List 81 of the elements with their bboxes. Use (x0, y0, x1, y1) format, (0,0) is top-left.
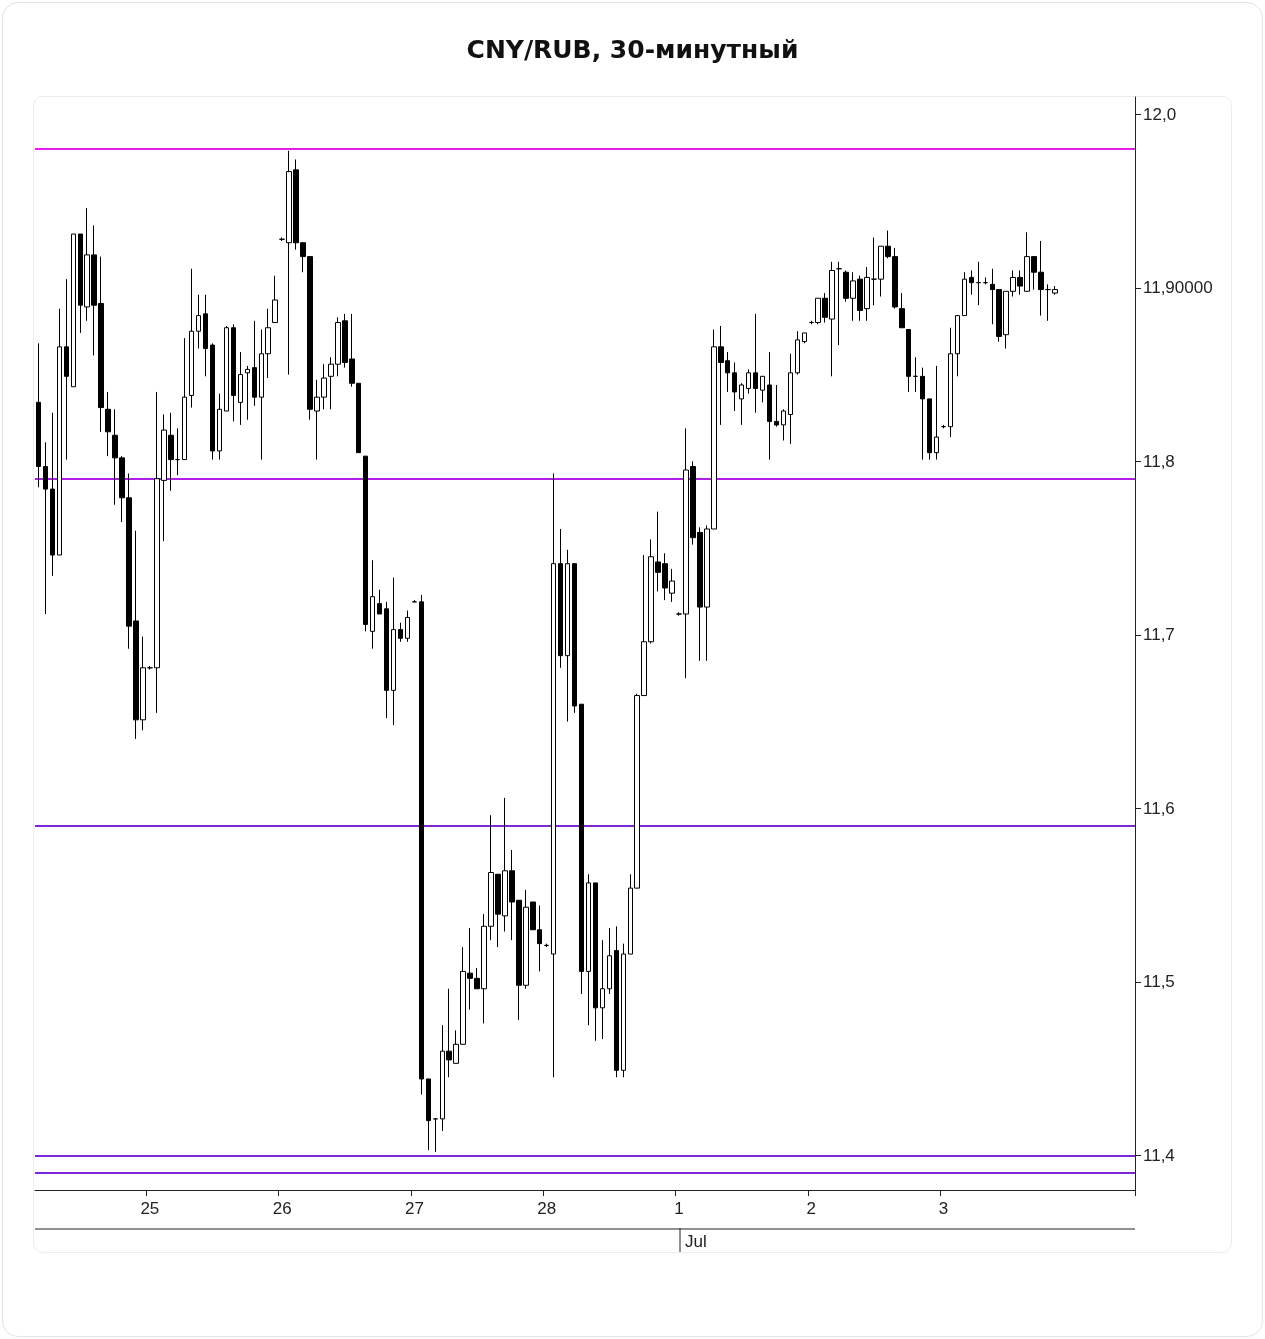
y-tick-label: 11,90000 (1143, 278, 1213, 298)
candlestick (245, 365, 250, 421)
candlestick (370, 559, 375, 650)
candlestick (203, 294, 208, 377)
x-tick-label: 1 (674, 1199, 684, 1218)
candlestick (252, 320, 257, 407)
candlestick (551, 472, 556, 1078)
candlestick (802, 332, 807, 344)
candlestick (600, 939, 605, 1040)
candlestick (760, 375, 765, 403)
candlestick (788, 353, 793, 445)
y-tick-label: 11,5 (1143, 972, 1175, 992)
candlestick (105, 391, 111, 457)
candlestick (934, 365, 939, 461)
x-tick-label: 25 (140, 1199, 160, 1218)
y-tick-label: 12,0 (1143, 104, 1177, 124)
candlestick (377, 589, 382, 615)
candlestick (927, 398, 932, 461)
candlestick (412, 599, 417, 603)
candlestick (607, 927, 612, 995)
candlestick (781, 408, 786, 442)
candlestick (948, 327, 953, 438)
candlestick (572, 563, 577, 714)
y-tick-label: 11,7 (1143, 625, 1175, 645)
candlestick (210, 342, 215, 461)
candlestick (753, 313, 758, 414)
candlestick (419, 594, 424, 1096)
candlestick (767, 351, 772, 461)
x-tick-label: 3 (938, 1199, 949, 1218)
candlestick (57, 308, 62, 556)
candlestick (593, 882, 598, 1042)
candlestick (579, 703, 584, 995)
candlestick (746, 368, 751, 395)
candlestick (363, 455, 368, 632)
candlestick (175, 427, 180, 476)
candlestick (64, 278, 69, 461)
candlestick (976, 261, 981, 306)
candlestick (231, 323, 236, 422)
candlestick (196, 294, 201, 350)
candlestick (398, 622, 403, 643)
candlestick (913, 356, 918, 393)
y-tick-label: 11,6 (1143, 798, 1175, 818)
candlestick (565, 549, 570, 723)
candlestick (955, 315, 960, 377)
y-tick-label: 11,4 (1143, 1145, 1175, 1165)
candlestick (182, 337, 187, 461)
candlestick (962, 271, 967, 317)
y-tick-label: 11,8 (1143, 451, 1175, 471)
candlestick (614, 925, 619, 1078)
candlestick (71, 233, 76, 388)
candlestick (384, 601, 389, 719)
candlestick (272, 275, 278, 324)
candlestick (224, 325, 229, 412)
candlestick (217, 393, 222, 461)
candlestick (558, 528, 563, 669)
candlestick (405, 610, 410, 643)
candlestick (50, 412, 55, 577)
x-tick-label: 26 (272, 1199, 292, 1218)
candlestick (732, 361, 737, 412)
candlestick (433, 1118, 438, 1153)
candlestick (906, 328, 911, 393)
candlestick (189, 268, 194, 409)
chart-title: CNY/RUB, 30-минутный (466, 35, 799, 64)
candlestick (43, 441, 48, 615)
candlestick (795, 330, 800, 376)
candlestick (836, 261, 842, 346)
candlestick (969, 269, 974, 296)
x-tick-label: 28 (537, 1199, 557, 1218)
x-tick-label: 27 (404, 1199, 424, 1218)
candlestick (920, 367, 925, 461)
candlestick (426, 1078, 431, 1151)
candlestick (621, 943, 626, 1078)
text: Jul (685, 1232, 707, 1251)
candlestick (774, 384, 779, 428)
candlestick (238, 351, 243, 426)
candlestick (586, 873, 591, 1026)
candlestick (391, 577, 396, 726)
candlestick (739, 382, 744, 426)
candlestick (899, 292, 905, 329)
x-tick-label: 2 (806, 1199, 816, 1218)
candlestick (36, 342, 41, 488)
